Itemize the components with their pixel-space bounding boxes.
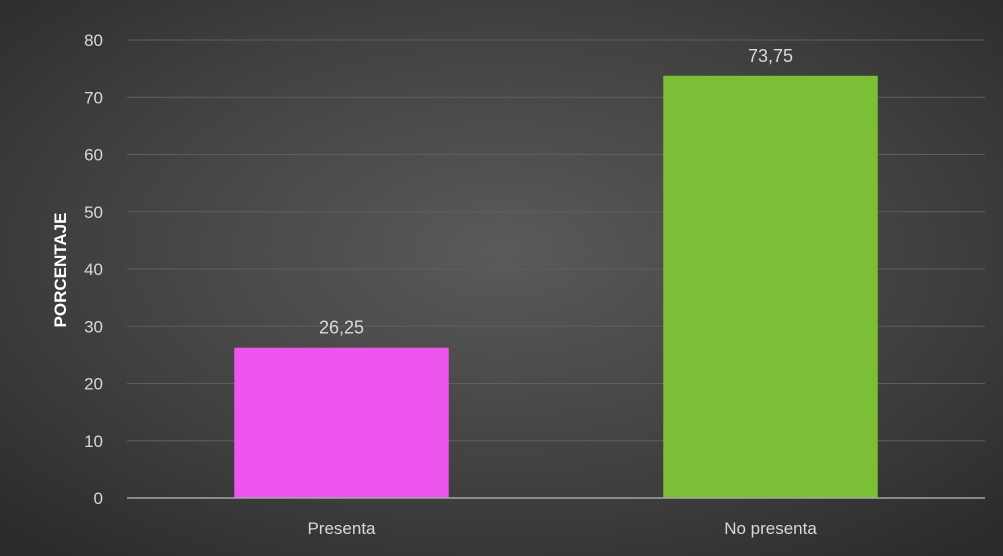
data-label: 26,25	[319, 318, 364, 338]
y-tick-label: 20	[84, 375, 103, 394]
data-label: 73,75	[748, 46, 793, 66]
bars	[234, 75, 878, 498]
y-tick-label: 40	[84, 260, 103, 279]
x-tick-label: Presenta	[307, 519, 376, 538]
y-tick-label: 60	[84, 146, 103, 165]
y-tick-label: 30	[84, 317, 103, 336]
y-axis-title: PORCENTAJE	[51, 213, 70, 328]
y-tick-label: 70	[84, 88, 103, 107]
y-axis-ticks: 0 10 20 30 40 50 60 70 80	[84, 31, 103, 508]
bar	[234, 347, 449, 498]
x-tick-label: No presenta	[724, 519, 817, 538]
x-axis-ticks: Presenta No presenta	[307, 519, 817, 538]
y-tick-label: 50	[84, 203, 103, 222]
y-tick-label: 80	[84, 31, 103, 50]
bar	[663, 75, 878, 498]
y-tick-label: 10	[84, 432, 103, 451]
y-tick-label: 0	[94, 489, 103, 508]
data-labels: 26,25 73,75	[319, 46, 793, 338]
